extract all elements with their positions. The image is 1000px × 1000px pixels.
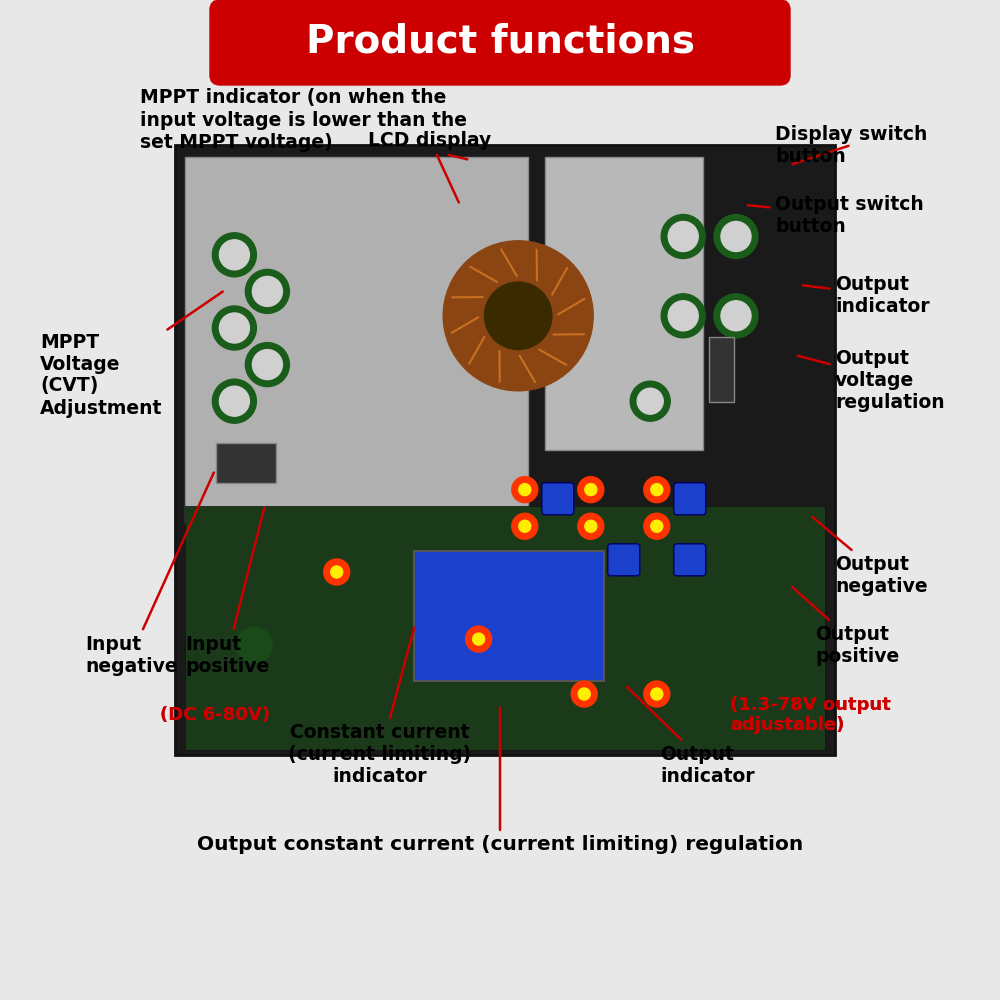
Circle shape xyxy=(644,513,670,539)
FancyBboxPatch shape xyxy=(185,157,528,523)
Text: Display switch
button: Display switch button xyxy=(775,124,927,165)
Text: Constant current
(current limiting)
indicator: Constant current (current limiting) indi… xyxy=(288,628,472,786)
Circle shape xyxy=(252,276,282,306)
Circle shape xyxy=(721,222,751,251)
Circle shape xyxy=(651,520,663,532)
Circle shape xyxy=(219,313,249,343)
Text: MPPT indicator (on when the
input voltage is lower than the
set MPPT voltage): MPPT indicator (on when the input voltag… xyxy=(140,89,467,159)
FancyBboxPatch shape xyxy=(210,0,790,85)
Circle shape xyxy=(644,681,670,707)
Circle shape xyxy=(473,633,485,645)
Circle shape xyxy=(245,343,289,387)
Text: (1.3-78V output
adjustable): (1.3-78V output adjustable) xyxy=(730,696,891,734)
Circle shape xyxy=(519,484,531,496)
Circle shape xyxy=(331,566,343,578)
Text: MPPT
Voltage
(CVT)
Adjustment: MPPT Voltage (CVT) Adjustment xyxy=(40,292,223,418)
Circle shape xyxy=(651,688,663,700)
FancyBboxPatch shape xyxy=(185,506,825,750)
Circle shape xyxy=(637,388,663,414)
Circle shape xyxy=(578,688,590,700)
Circle shape xyxy=(245,269,289,313)
Circle shape xyxy=(212,233,256,277)
Circle shape xyxy=(512,513,538,539)
Circle shape xyxy=(219,240,249,270)
Text: Input
negative: Input negative xyxy=(85,473,214,676)
Circle shape xyxy=(644,477,670,503)
FancyBboxPatch shape xyxy=(175,145,835,755)
Circle shape xyxy=(585,484,597,496)
Circle shape xyxy=(668,222,698,251)
Text: Output
voltage
regulation: Output voltage regulation xyxy=(798,349,945,412)
FancyBboxPatch shape xyxy=(414,551,604,681)
FancyBboxPatch shape xyxy=(216,443,276,483)
Circle shape xyxy=(252,350,282,380)
Text: (DC 6-80V): (DC 6-80V) xyxy=(160,706,270,724)
Text: Output
indicator: Output indicator xyxy=(627,687,755,786)
Text: Input
positive: Input positive xyxy=(185,508,269,676)
Circle shape xyxy=(212,306,256,350)
Circle shape xyxy=(212,379,256,423)
FancyBboxPatch shape xyxy=(608,544,640,576)
Text: (1.3-78V output
adjustable): (1.3-78V output adjustable) xyxy=(730,696,891,734)
Circle shape xyxy=(714,294,758,338)
Circle shape xyxy=(324,559,350,585)
Text: Output
negative: Output negative xyxy=(812,517,928,595)
Circle shape xyxy=(630,381,670,421)
FancyBboxPatch shape xyxy=(674,483,706,515)
Circle shape xyxy=(721,301,751,331)
Text: Output constant current (current limiting) regulation: Output constant current (current limitin… xyxy=(197,708,803,854)
Text: Output
indicator: Output indicator xyxy=(803,274,930,316)
Circle shape xyxy=(443,241,593,391)
Circle shape xyxy=(651,484,663,496)
Circle shape xyxy=(512,477,538,503)
FancyBboxPatch shape xyxy=(709,337,734,402)
Circle shape xyxy=(466,626,492,652)
FancyBboxPatch shape xyxy=(542,483,574,515)
Text: (DC 6-80V): (DC 6-80V) xyxy=(160,706,270,724)
Circle shape xyxy=(219,386,249,416)
Circle shape xyxy=(661,294,705,338)
FancyBboxPatch shape xyxy=(674,544,706,576)
Circle shape xyxy=(484,282,552,350)
Circle shape xyxy=(668,301,698,331)
Circle shape xyxy=(585,520,597,532)
Circle shape xyxy=(578,513,604,539)
Circle shape xyxy=(661,215,705,258)
FancyBboxPatch shape xyxy=(545,157,703,450)
Circle shape xyxy=(571,681,597,707)
Circle shape xyxy=(236,627,272,663)
Circle shape xyxy=(714,215,758,258)
Circle shape xyxy=(519,520,531,532)
Text: LCD display: LCD display xyxy=(368,130,492,202)
Text: Output
positive: Output positive xyxy=(792,587,899,666)
Circle shape xyxy=(578,477,604,503)
Text: Product functions: Product functions xyxy=(306,22,694,60)
Text: Output switch
button: Output switch button xyxy=(748,194,924,235)
